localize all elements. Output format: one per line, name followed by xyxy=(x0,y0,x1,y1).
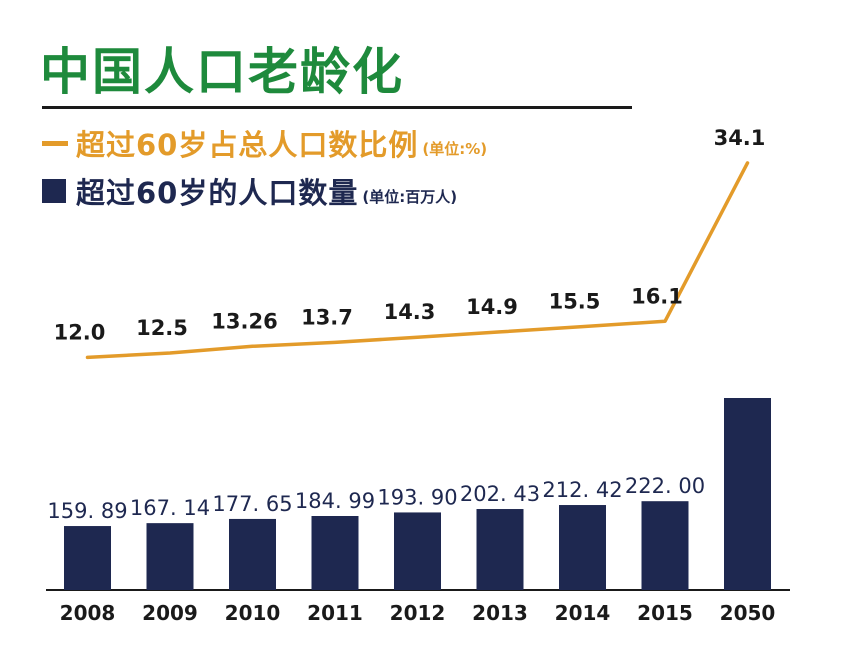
bar-label-2010: 177. 65 xyxy=(212,492,292,516)
legend-ratio-unit: (单位:%) xyxy=(422,139,488,158)
x-tick-2050: 2050 xyxy=(720,601,776,625)
bar-2013 xyxy=(476,509,524,590)
x-tick-2012: 2012 xyxy=(390,601,446,625)
ratio-label-2011: 13.7 xyxy=(301,305,353,329)
x-tick-2015: 2015 xyxy=(637,601,693,625)
bar-label-2008: 159. 89 xyxy=(47,499,127,523)
x-axis-ticks: 2008 2009 2010 2011 2012 2013 2014 2015 2050 xyxy=(60,601,776,625)
labels-layer: 159. 89 12.0 167. 14 12.5 177. 65 13.26 184. 9… xyxy=(47,126,765,523)
bars-layer xyxy=(64,398,771,590)
title-divider xyxy=(42,106,632,109)
bar-2011 xyxy=(311,516,359,590)
bar-2050 xyxy=(724,398,771,590)
bar-2015 xyxy=(641,501,689,590)
legend-count-swatch xyxy=(42,179,66,203)
x-tick-2011: 2011 xyxy=(307,601,363,625)
legend-ratio-swatch xyxy=(42,140,68,146)
x-tick-2010: 2010 xyxy=(225,601,281,625)
bar-2014 xyxy=(559,505,606,590)
ratio-label-2013: 14.9 xyxy=(466,295,518,319)
x-tick-2008: 2008 xyxy=(60,601,116,625)
x-tick-2013: 2013 xyxy=(472,601,528,625)
legend-ratio: 超过60岁占总人口数比例 (单位:%) xyxy=(42,122,487,164)
legend-ratio-label: 超过60岁占总人口数比例 xyxy=(76,128,419,162)
bar-2009 xyxy=(146,523,194,590)
legend-count: 超过60岁的人口数量 (单位:百万人) xyxy=(42,170,457,212)
x-tick-2014: 2014 xyxy=(555,601,611,625)
chart-title: 中国人口老龄化 xyxy=(40,43,404,101)
bar-label-2011: 184. 99 xyxy=(295,489,375,513)
bar-label-2012: 193. 90 xyxy=(377,485,457,509)
bar-2008 xyxy=(64,526,111,590)
ratio-label-2008: 12.0 xyxy=(54,320,106,344)
x-tick-2009: 2009 xyxy=(142,601,198,625)
ratio-label-2010: 13.26 xyxy=(211,309,277,333)
legend-count-unit: (单位:百万人) xyxy=(362,187,458,206)
ratio-label-2014: 15.5 xyxy=(549,290,601,314)
bar-label-2013: 202. 43 xyxy=(460,482,540,506)
bar-label-2009: 167. 14 xyxy=(130,496,210,520)
bar-2012 xyxy=(394,512,441,590)
ratio-label-2009: 12.5 xyxy=(136,316,188,340)
bar-2010 xyxy=(229,518,276,590)
legend-count-label: 超过60岁的人口数量 xyxy=(76,176,359,210)
bar-label-2015: 222. 00 xyxy=(625,474,705,498)
ratio-label-2050: 34.1 xyxy=(714,126,766,150)
ratio-label-2015: 16.1 xyxy=(631,284,683,308)
ratio-line xyxy=(85,161,750,360)
bar-label-2014: 212. 42 xyxy=(542,478,622,502)
ratio-label-2012: 14.3 xyxy=(384,300,436,324)
